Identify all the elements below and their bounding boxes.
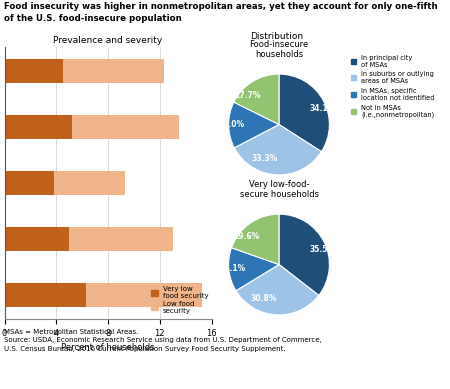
Title: Very low-food-
secure households: Very low-food- secure households <box>239 180 319 199</box>
Text: MSAs = Metropolitan Statistical Areas.
Source: USDA, Economic Research Service u: MSAs = Metropolitan Statistical Areas. S… <box>4 329 322 352</box>
Wedge shape <box>229 102 279 148</box>
Bar <box>4 115 72 138</box>
Wedge shape <box>279 74 329 152</box>
Title: Food-insecure
households: Food-insecure households <box>249 40 309 59</box>
Text: 30.8%: 30.8% <box>251 294 277 303</box>
Wedge shape <box>231 214 279 265</box>
Bar <box>4 283 86 307</box>
Wedge shape <box>236 265 319 315</box>
Bar <box>4 227 69 251</box>
Text: 19.6%: 19.6% <box>233 232 259 241</box>
Bar <box>4 115 179 138</box>
Bar <box>4 59 63 82</box>
Bar <box>4 227 173 251</box>
Text: 14.1%: 14.1% <box>219 264 245 273</box>
Wedge shape <box>234 124 321 175</box>
Legend: In principal city
of MSAs, In suburbs or outlying
areas of MSAs, In MSAs, specif: In principal city of MSAs, In suburbs or… <box>350 54 435 119</box>
Text: 34.1%: 34.1% <box>309 103 335 112</box>
Text: 15.0%: 15.0% <box>219 120 245 130</box>
Bar <box>4 283 202 307</box>
Text: 17.7%: 17.7% <box>234 91 261 100</box>
Text: Food insecurity was higher in nonmetropolitan areas, yet they account for only o: Food insecurity was higher in nonmetropo… <box>4 2 438 11</box>
Legend: Very low
food security, Low food
security: Very low food security, Low food securit… <box>150 285 210 315</box>
Bar <box>4 59 164 82</box>
Bar <box>4 171 125 194</box>
Text: 33.3%: 33.3% <box>251 154 278 163</box>
Text: Distribution: Distribution <box>250 32 303 41</box>
Bar <box>4 171 54 194</box>
Text: 35.5%: 35.5% <box>310 245 336 254</box>
Wedge shape <box>279 214 329 295</box>
X-axis label: Percent of households: Percent of households <box>61 343 155 352</box>
Title: Prevalence and severity: Prevalence and severity <box>54 35 162 44</box>
Wedge shape <box>229 248 279 291</box>
Wedge shape <box>234 74 279 124</box>
Text: of the U.S. food-insecure population: of the U.S. food-insecure population <box>4 14 182 23</box>
